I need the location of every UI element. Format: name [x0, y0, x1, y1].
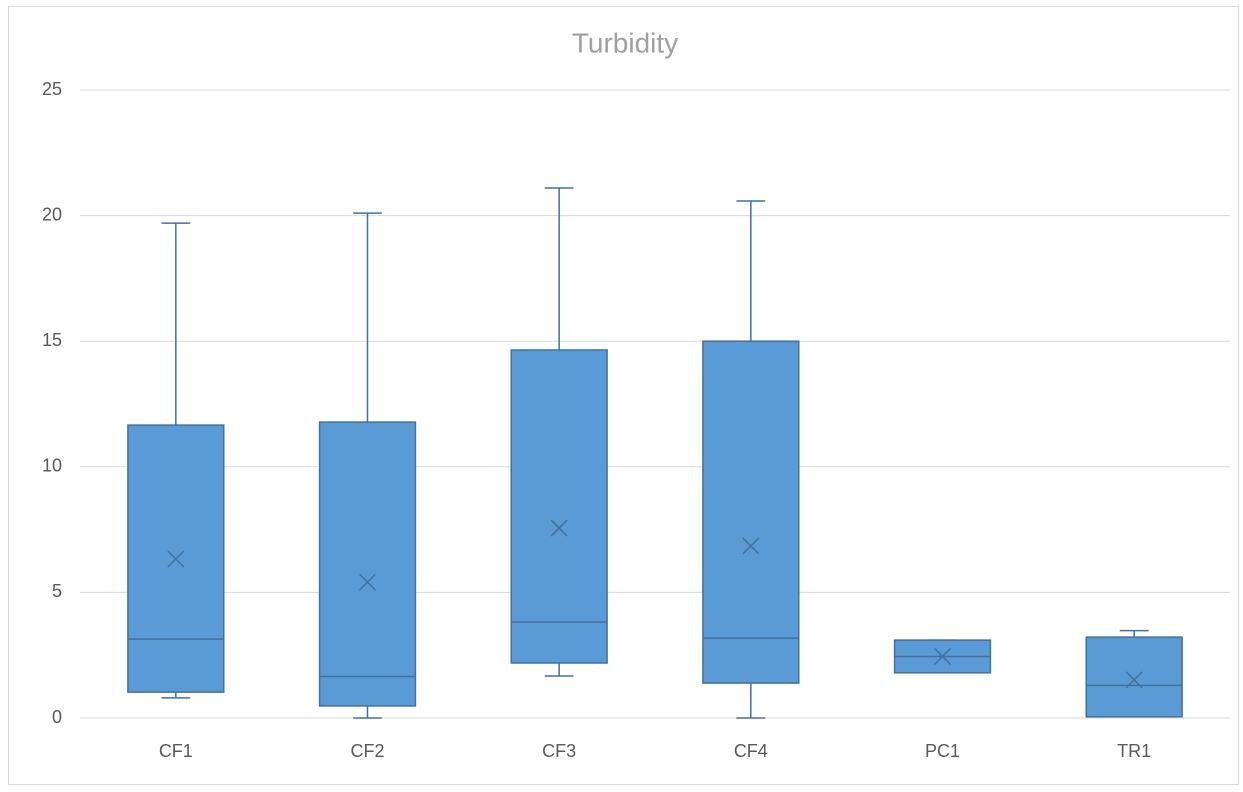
x-tick-label: CF2	[350, 741, 384, 761]
y-tick-label: 25	[42, 79, 62, 99]
mean-marker	[167, 550, 185, 568]
x-tick-label: CF4	[734, 741, 768, 761]
box	[1085, 636, 1183, 718]
y-tick-label: 0	[52, 707, 62, 727]
y-tick-label: 20	[42, 204, 62, 224]
y-tick-label: 15	[42, 330, 62, 350]
box	[510, 349, 608, 664]
x-tick-label: TR1	[1117, 741, 1151, 761]
mean-marker	[550, 519, 568, 537]
x-tick-label: CF3	[542, 741, 576, 761]
y-tick-label: 5	[52, 581, 62, 601]
box	[702, 340, 800, 684]
x-tick-label: PC1	[925, 741, 960, 761]
mean-marker	[742, 537, 760, 555]
mean-marker	[358, 573, 377, 591]
mean-marker	[933, 647, 952, 665]
x-tick-label: CF1	[159, 741, 193, 761]
chart-title: Turbidity	[572, 27, 678, 58]
box	[318, 421, 417, 707]
mean-marker	[1125, 671, 1143, 689]
y-tick-label: 10	[42, 456, 62, 476]
